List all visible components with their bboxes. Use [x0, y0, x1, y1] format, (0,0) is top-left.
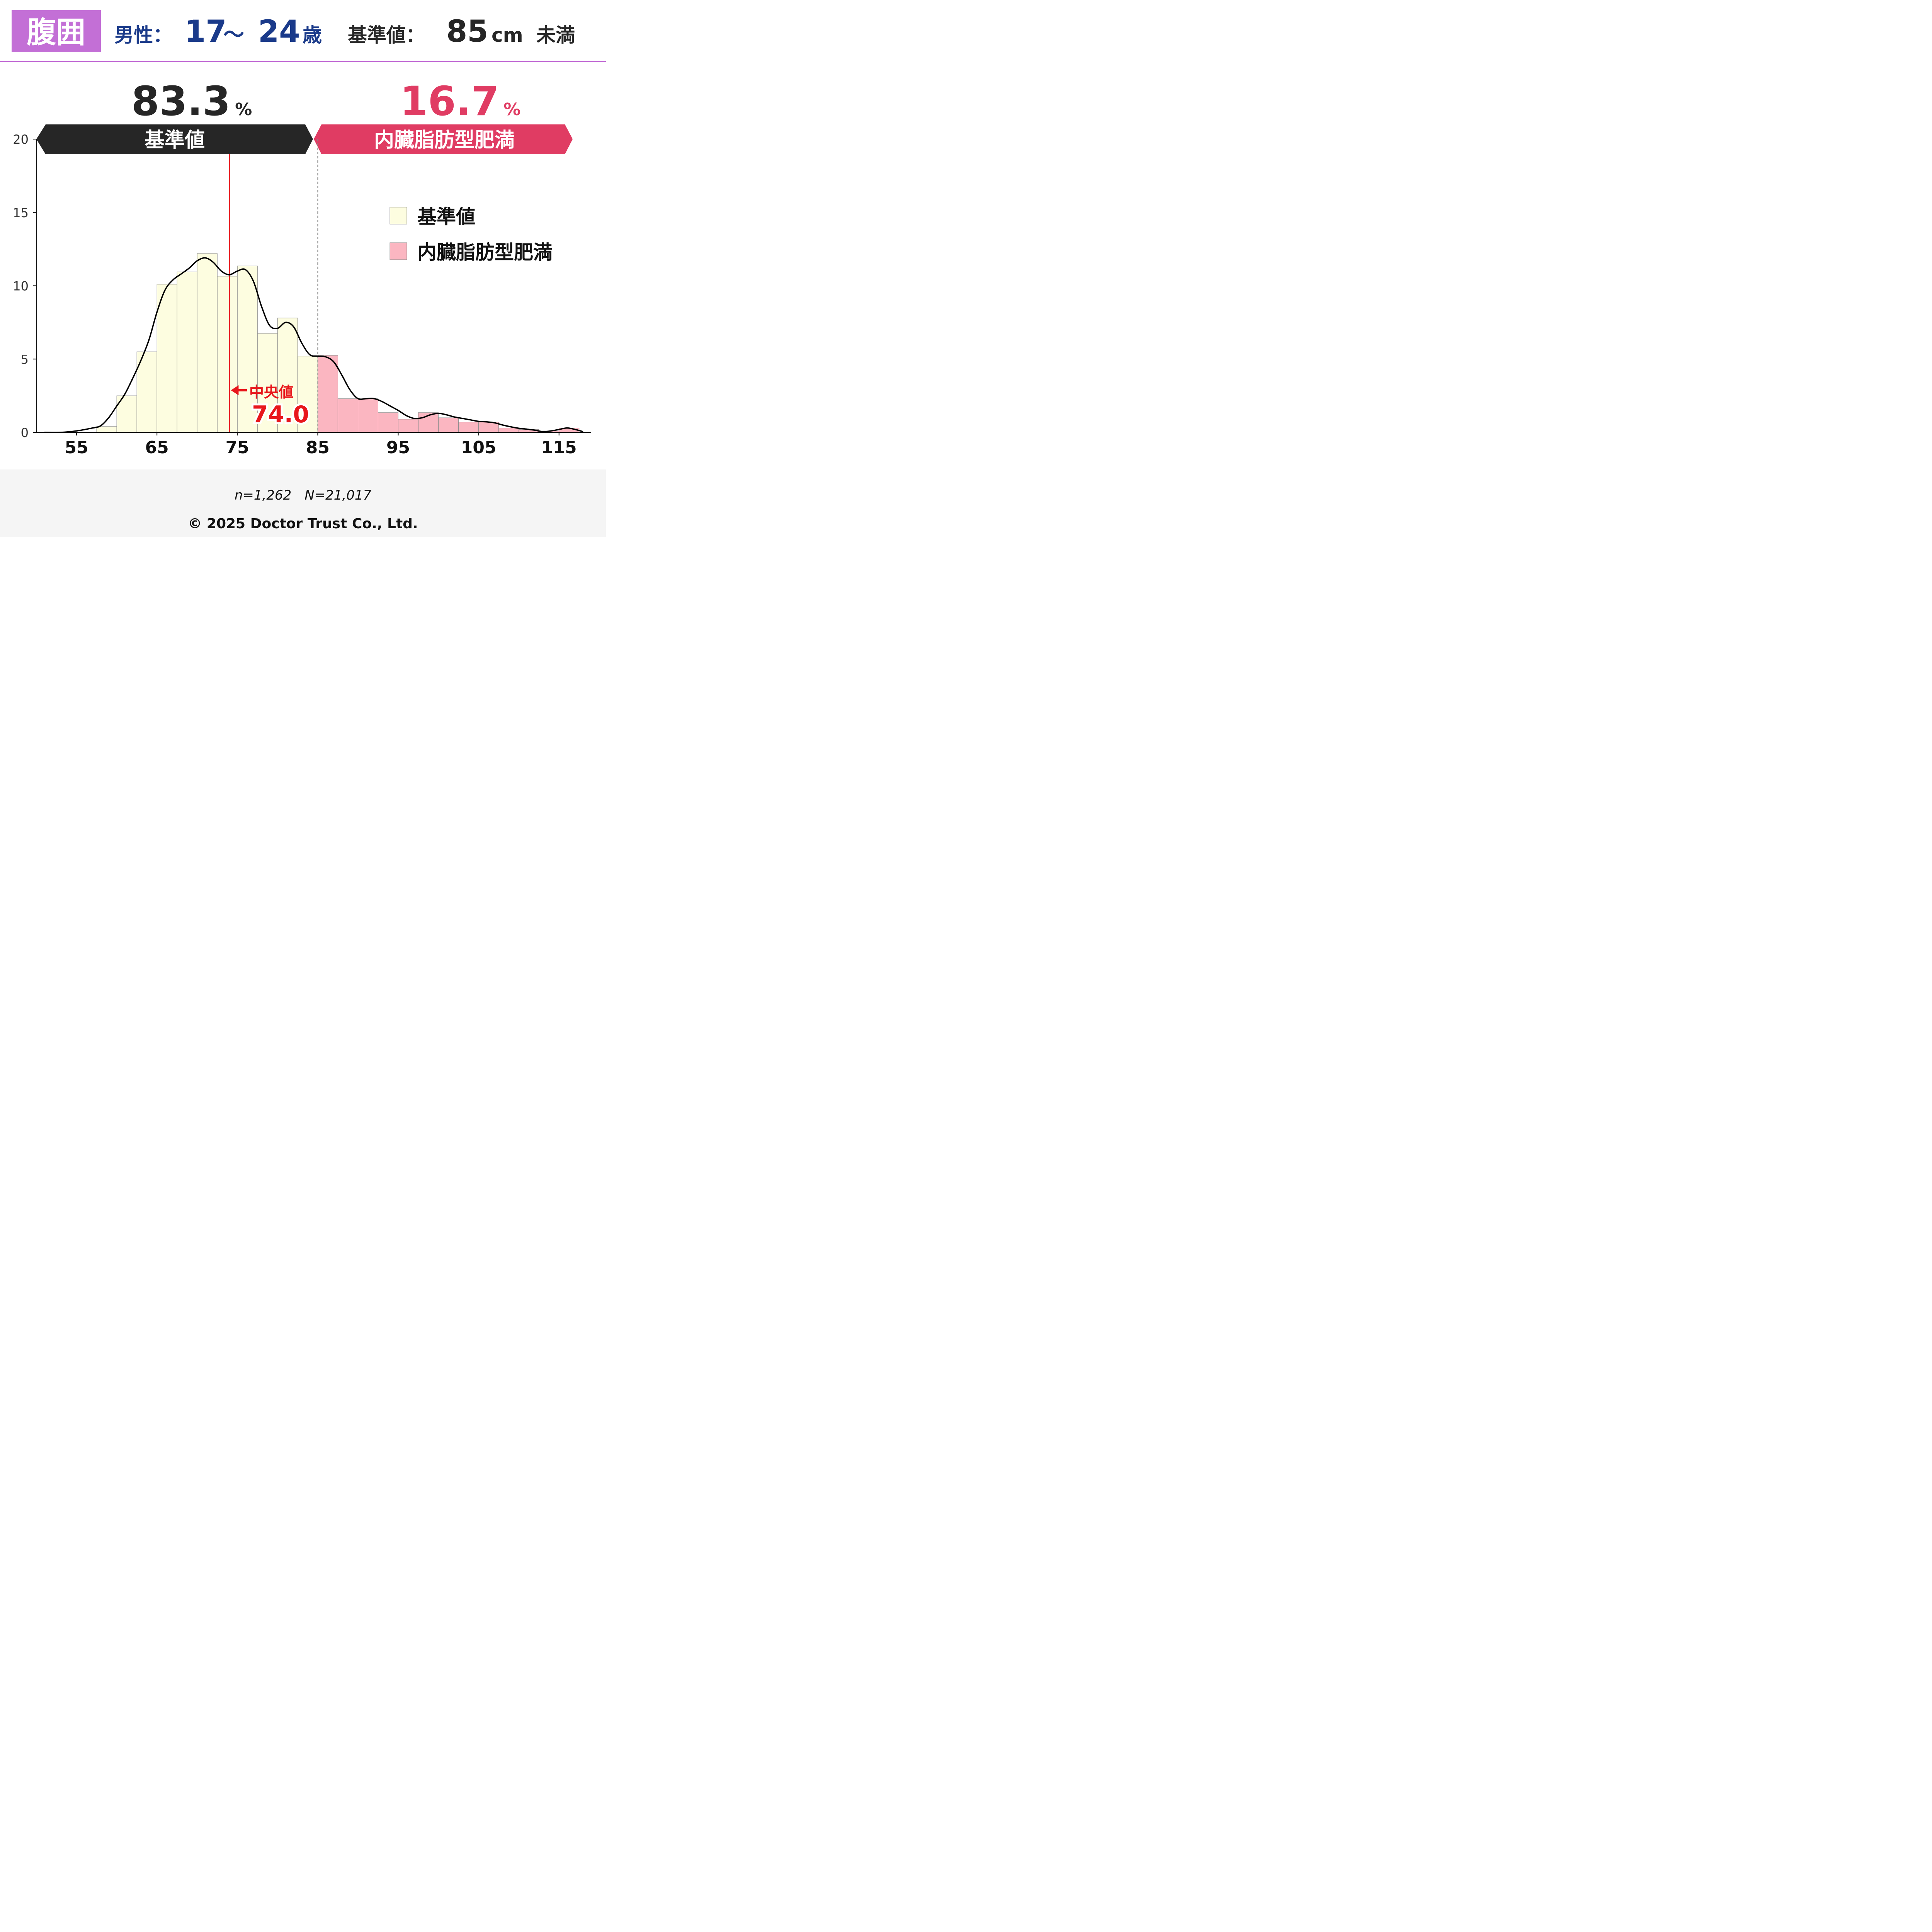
header-condition: 男性： 17 ～ 24 歳	[114, 14, 322, 49]
age-from: 17	[185, 14, 227, 49]
median-group	[228, 154, 247, 432]
histogram-bar	[438, 417, 459, 433]
histogram-bar	[378, 412, 399, 433]
normal-percentage-value: 83.3	[131, 78, 231, 125]
histogram-bar	[458, 422, 479, 433]
histogram-bars	[96, 253, 580, 433]
histogram-bar	[478, 422, 499, 433]
badge-background	[12, 10, 101, 52]
y-tick-label: 10	[13, 279, 29, 294]
age-unit: 歳	[303, 24, 322, 46]
median-label: 中央値	[249, 384, 293, 401]
risk-percentage: 16.7 %	[400, 78, 520, 125]
age-to: 24	[258, 14, 300, 49]
histogram-bar	[177, 271, 197, 433]
histogram-bar	[317, 355, 338, 433]
histogram-bar	[337, 398, 358, 433]
x-tick-label: 65	[145, 438, 169, 457]
age-separator: ～	[223, 22, 244, 47]
normal-banner-label: 基準値	[145, 129, 205, 152]
risk-percentage-unit: %	[503, 100, 520, 119]
histogram-bar	[197, 253, 218, 433]
risk-banner-label: 内臓脂肪型肥満	[374, 129, 515, 152]
histogram-bar	[217, 276, 238, 433]
histogram-bar	[357, 398, 378, 433]
standard-suffix: 未満	[536, 24, 575, 46]
legend-risk-swatch	[389, 242, 407, 260]
copyright: © 2025 Doctor Trust Co., Ltd.	[188, 516, 418, 532]
footer-background	[0, 469, 606, 537]
legend-normal-swatch	[389, 207, 407, 224]
y-tick-label: 20	[13, 132, 29, 147]
histogram-bar	[136, 351, 157, 433]
risk-percentage-value: 16.7	[400, 78, 499, 125]
chart-svg: 腹囲 男性： 17 ～ 24 歳 基準値： 85 cm 未満 83.3 % 16…	[0, 10, 606, 537]
x-tick-label: 115	[541, 438, 577, 457]
histogram-bar	[237, 265, 258, 433]
density-group	[44, 257, 583, 434]
x-tick-label: 75	[226, 438, 249, 457]
histogram-bar	[498, 428, 519, 433]
sex-label: 男性：	[114, 24, 172, 46]
x-tick-label: 55	[65, 438, 88, 457]
risk-banner	[314, 124, 573, 154]
standard-unit: cm	[492, 24, 523, 46]
histogram-bar	[297, 356, 318, 433]
y-tick-label: 0	[21, 425, 29, 440]
legend-normal-label: 基準値	[417, 206, 475, 228]
density-curve	[44, 257, 583, 434]
header-standard: 基準値： 85 cm 未満	[348, 14, 575, 49]
x-tick-label: 95	[386, 438, 410, 457]
normal-percentage: 83.3 %	[131, 78, 252, 125]
histogram-bar	[156, 284, 177, 433]
y-tick-label: 5	[21, 352, 29, 367]
standard-value: 85	[446, 14, 488, 49]
normal-banner	[36, 124, 313, 154]
histogram-bar	[96, 426, 117, 433]
median-value: 74.0	[252, 401, 309, 428]
legend-risk-label: 内臓脂肪型肥満	[417, 241, 553, 264]
x-tick-label: 85	[306, 438, 330, 457]
histogram-bar	[116, 395, 137, 433]
y-tick-label: 15	[13, 206, 29, 220]
axis-ticks: 0 5 10 15 20 55 65 75 85 95 105 115	[13, 132, 577, 457]
median-arrow-head	[231, 385, 239, 395]
sample-size: n=1,262 N=21,017	[235, 488, 372, 503]
x-tick-label: 105	[461, 438, 497, 457]
infographic: 腹囲 男性： 17 ～ 24 歳 基準値： 85 cm 未満 83.3 % 16…	[0, 0, 606, 537]
standard-label: 基準値：	[348, 24, 425, 46]
badge-label: 腹囲	[27, 15, 85, 49]
histogram-bar	[398, 419, 419, 433]
normal-percentage-unit: %	[235, 100, 252, 119]
